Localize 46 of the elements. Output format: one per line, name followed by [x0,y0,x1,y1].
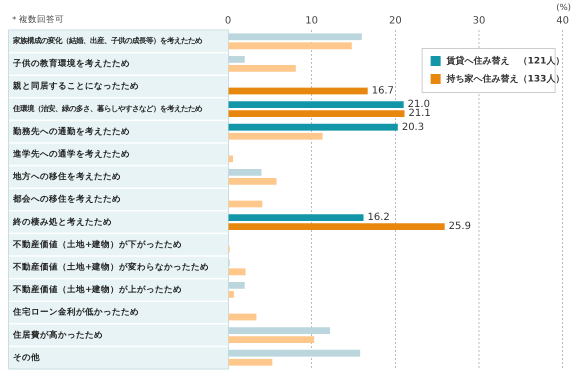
bar [228,65,296,72]
y-tick-label: 住居費が高かったため [12,329,103,340]
bar [228,33,362,40]
y-tick-label: 進学先への通学を考えたため [12,148,130,160]
y-tick-label: 終の棲み処と考えたため [12,216,112,228]
bar [228,168,262,176]
bar [228,88,368,94]
bar [228,178,277,185]
y-tick-label: 不動産価値（土地+建物）が変わらなかったため [12,262,210,273]
bar [228,42,352,50]
bar [228,268,246,276]
bar [228,132,323,140]
bar [228,56,245,63]
y-tick-label: 住宅ローン金利が低かったため [12,306,139,318]
data-label: 20.3 [402,122,424,133]
x-tick-label: 0 [224,16,232,27]
bar [228,350,360,357]
bar [228,155,234,162]
bar [228,282,245,289]
legend-label: 賃貸へ住み替え （121人） [446,55,564,66]
bar [228,327,330,334]
text: ＊複数回答可 [10,14,64,26]
bar [228,358,272,366]
y-tick-label: 不動産価値（土地+建物）が上がったため [12,284,182,296]
bar [228,200,262,208]
bar [228,314,256,320]
data-label: 25.9 [448,221,471,232]
bar [228,214,364,221]
x-tick-label: 10 [305,16,318,27]
y-tick-label: 都会への移住を考えたため [12,194,121,205]
y-tick-label: 子供の教育環境を考えたため [12,57,130,70]
legend-label: 持ち家へ住み替え（133人） [446,73,564,84]
data-label: 16.7 [372,86,394,97]
y-tick-label: その他 [13,352,41,363]
bar [228,291,234,298]
data-label: 21.1 [408,108,431,120]
y-tick-label: 地方への移住を考えたため [12,171,121,182]
y-tick-label: 勤務先への通勤を考えたため [12,126,130,137]
x-tick-label: 30 [472,16,486,27]
x-tick-label: 40 [556,16,570,27]
bar [228,336,314,344]
y-tick-label: 不動産価値（土地+建物）が下がったため [12,238,182,250]
x-tick-label: 20 [388,16,402,27]
y-tick-label: 親と同居することになったため [12,80,139,92]
text: (%) [556,3,571,14]
data-label: 16.2 [368,212,390,224]
